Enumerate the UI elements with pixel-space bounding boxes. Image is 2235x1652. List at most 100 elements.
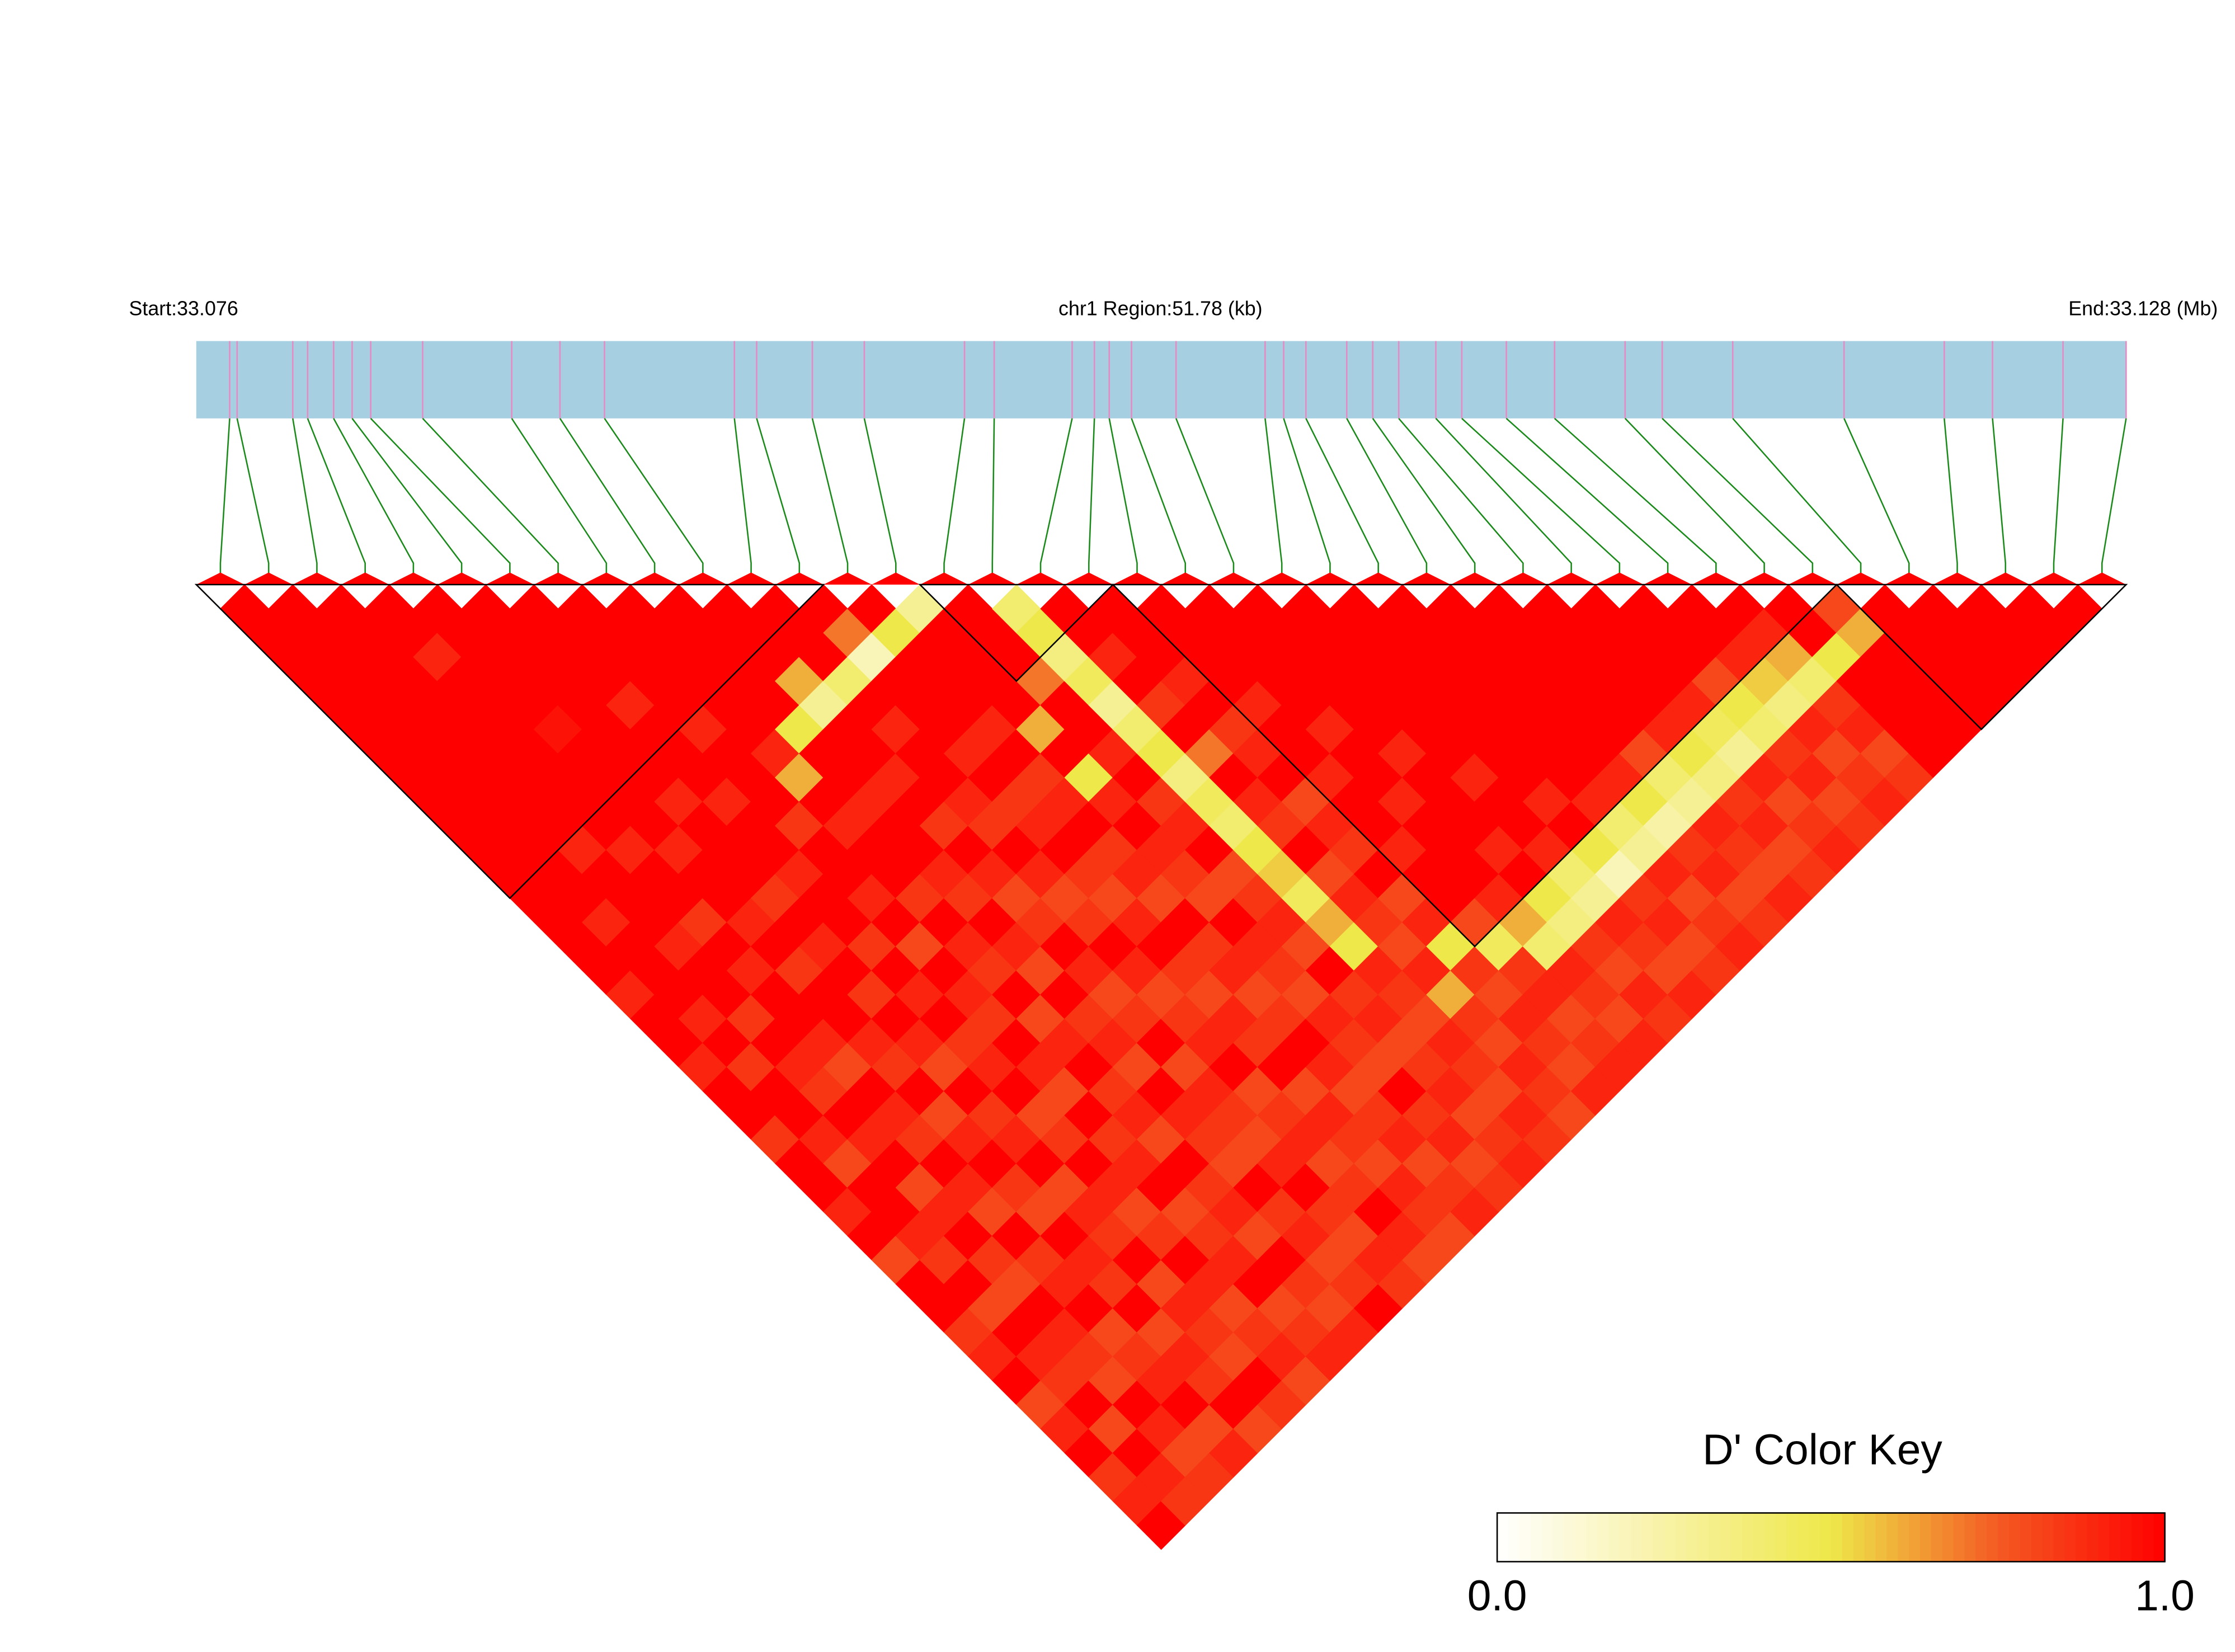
diagonal-cell [1161, 572, 1210, 585]
snp-link [1461, 417, 1621, 582]
key-swatch [1608, 1513, 1621, 1562]
snp-link [292, 418, 318, 582]
diagonal-cell [534, 572, 582, 585]
key-swatch [1541, 1513, 1554, 1562]
diagonal-cell [2078, 572, 2126, 585]
diagonal-cell [244, 572, 293, 585]
snp-link [1088, 418, 1095, 582]
key-swatch [1742, 1513, 1754, 1562]
key-swatch [2120, 1513, 2133, 1562]
diagonal-cell [1740, 572, 1789, 585]
key-swatch [1564, 1513, 1576, 1562]
snp-link [1732, 418, 1862, 582]
key-swatch [1909, 1513, 1921, 1562]
key-swatch [1964, 1513, 1977, 1562]
key-swatch [1831, 1513, 1843, 1562]
key-swatch [1497, 1513, 1509, 1562]
key-swatch [1819, 1513, 1832, 1562]
diagonal-cell [920, 572, 968, 585]
key-swatch [1530, 1513, 1542, 1562]
diagonal-cell [1065, 572, 1113, 585]
snp-link [943, 418, 966, 582]
key-border [1496, 1512, 2166, 1562]
snp-link [811, 418, 849, 582]
start-label: Start:33.076 [129, 298, 238, 320]
diagonal-cell [630, 572, 679, 585]
snp-link [1131, 418, 1187, 582]
key-swatch [1786, 1513, 1799, 1562]
key-swatch [2042, 1513, 2054, 1562]
diagonal-cell [1692, 572, 1740, 585]
snp-link [1264, 418, 1283, 582]
diagonal-cell [582, 572, 630, 585]
key-swatch [2053, 1513, 2065, 1562]
diagonal-cell [1836, 572, 1885, 585]
snp-link [1346, 418, 1428, 582]
key-swatch [1709, 1513, 1721, 1562]
position-track [196, 341, 2126, 418]
diagonal-cell [1885, 572, 1933, 585]
snp-link [2101, 418, 2127, 582]
snp-link [1108, 418, 1138, 582]
key-swatch [1886, 1513, 1899, 1562]
key-tick-label: 0.0 [1467, 1572, 1527, 1620]
diagonal-cell [341, 572, 389, 585]
key-swatch [1641, 1513, 1654, 1562]
key-swatch [2131, 1513, 2144, 1562]
key-title: D' Color Key [1702, 1425, 1942, 1474]
diagonal-cell [1547, 572, 1596, 585]
key-swatch [1853, 1513, 1865, 1562]
snp-link [236, 418, 270, 582]
ld-block [918, 583, 1115, 683]
key-swatch [1508, 1513, 1521, 1562]
key-swatch [1942, 1513, 1954, 1562]
diagonal-cell [872, 572, 920, 585]
snp-link [511, 418, 608, 582]
diagonal-cell [1451, 572, 1499, 585]
key-swatch [1931, 1513, 1944, 1562]
diagonal-cell [1933, 572, 1982, 585]
key-swatch [1653, 1513, 1665, 1562]
key-swatch [1898, 1513, 1910, 1562]
key-swatch [1619, 1513, 1632, 1562]
key-swatch [1664, 1513, 1676, 1562]
diagonal-cell [437, 572, 486, 585]
key-swatch [2153, 1513, 2166, 1562]
key-swatch [2064, 1513, 2077, 1562]
snp-link [604, 418, 704, 582]
snp-link [1039, 418, 1073, 582]
diagonal-cell [1354, 572, 1403, 585]
ld-block [194, 583, 826, 900]
key-swatch [2076, 1513, 2088, 1562]
snp-link [559, 418, 656, 582]
key-swatch [1953, 1513, 1965, 1562]
key-swatch [1586, 1513, 1598, 1562]
key-swatch [1719, 1513, 1732, 1562]
snp-link [2053, 418, 2064, 582]
key-tick-label: 1.0 [2135, 1572, 2195, 1620]
key-swatch [1764, 1513, 1776, 1562]
snp-link [756, 418, 801, 582]
key-swatch [1998, 1513, 2010, 1562]
diagonal-cell [727, 572, 775, 585]
diagonal-cell [389, 572, 438, 585]
diagonal-cell [196, 572, 245, 585]
ld-block [1111, 583, 1839, 948]
diagonal-cell [1499, 572, 1547, 585]
snp-link [1505, 417, 1669, 582]
diagonal-cell [968, 572, 1017, 585]
key-swatch [2098, 1513, 2110, 1562]
snp-link [333, 418, 415, 582]
diagonal-cell [486, 572, 534, 585]
diagonal-cell [775, 572, 824, 585]
key-swatch [2009, 1513, 2021, 1562]
snp-link [1283, 418, 1331, 582]
end-label: End:33.128 (Mb) [2068, 298, 2218, 320]
key-swatch [2031, 1513, 2044, 1562]
diagonal-cell [823, 572, 872, 585]
key-swatch [1809, 1513, 1821, 1562]
key-swatch [1630, 1513, 1643, 1562]
snp-link [1398, 418, 1524, 582]
key-swatch [1697, 1513, 1710, 1562]
